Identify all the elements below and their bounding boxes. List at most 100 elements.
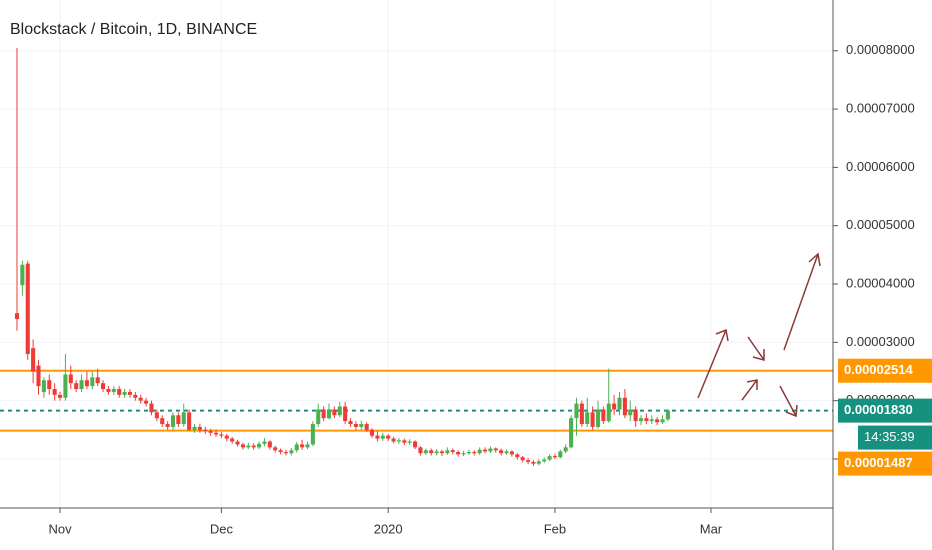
- candle-body: [439, 451, 445, 454]
- arrow: [779, 385, 798, 418]
- candle-body: [472, 452, 477, 454]
- candle-body: [74, 383, 79, 390]
- candle-body: [585, 412, 590, 425]
- chart-title: Blockstack / Bitcoin, 1D, BINANCE: [10, 21, 257, 38]
- candle-body: [127, 391, 133, 395]
- candle-body: [526, 460, 531, 462]
- candle-body: [665, 410, 670, 420]
- candle-body: [429, 450, 434, 454]
- y-tick-label: 0.00007000: [846, 101, 915, 116]
- candle-body: [536, 461, 541, 464]
- candle-body: [660, 419, 665, 423]
- candle-body: [283, 452, 289, 454]
- candle-body: [160, 418, 165, 425]
- x-tick-label: Feb: [544, 521, 566, 536]
- candle-body: [386, 435, 391, 439]
- candle-body: [644, 418, 649, 422]
- arrow: [783, 252, 821, 351]
- candle-body: [84, 380, 89, 387]
- candle-body: [418, 447, 423, 454]
- candle-body: [617, 397, 622, 410]
- y-tick-label: 0.00004000: [846, 275, 915, 290]
- candle-body: [149, 403, 154, 413]
- candle-body: [154, 412, 159, 419]
- candle-body: [267, 441, 272, 448]
- candle-body: [413, 441, 418, 448]
- candle-body: [375, 435, 380, 439]
- candle-body: [558, 451, 563, 458]
- y-tick-label: 0.00006000: [846, 159, 915, 174]
- candle-body: [117, 389, 122, 395]
- countdown: 14:35:39: [864, 429, 915, 444]
- candle-body: [90, 377, 95, 387]
- candle-body: [20, 264, 25, 286]
- candle-body: [633, 409, 638, 422]
- candle-body: [552, 456, 557, 458]
- candle-body: [434, 451, 439, 454]
- candle-body: [348, 421, 353, 425]
- candle-body: [68, 374, 73, 384]
- candle-body: [310, 424, 315, 445]
- candle-body: [579, 403, 584, 425]
- candle-body: [353, 424, 358, 427]
- candle-body: [655, 419, 660, 423]
- candle-body: [606, 403, 611, 422]
- candle-body: [595, 409, 601, 427]
- candle-body: [504, 451, 509, 454]
- candle-body: [569, 418, 574, 448]
- candle-body: [396, 440, 401, 442]
- candle-body: [391, 438, 396, 442]
- candle-body: [138, 397, 143, 401]
- candle-body: [466, 452, 471, 454]
- candle-body: [300, 444, 305, 448]
- price-label: 0.00001487: [844, 455, 913, 470]
- candle-body: [79, 380, 84, 390]
- price-label-bg: [838, 358, 932, 383]
- candle-body: [224, 435, 229, 439]
- x-tick-label: Dec: [210, 521, 234, 536]
- candle-body: [192, 426, 197, 430]
- candle-body: [187, 412, 192, 430]
- candle-body: [542, 459, 547, 462]
- candle-body: [240, 444, 245, 448]
- candle-body: [359, 424, 364, 427]
- candle-body: [488, 448, 493, 452]
- candle-body: [176, 415, 181, 425]
- candle-body: [509, 451, 514, 455]
- arrow: [697, 328, 729, 399]
- candle-body: [515, 454, 520, 458]
- x-tick-label: 2020: [374, 521, 403, 536]
- price-label: 0.00002514: [844, 362, 913, 377]
- candle-body: [203, 429, 208, 432]
- candle-body: [101, 383, 106, 390]
- candle-body: [106, 389, 111, 392]
- candle-body: [111, 389, 116, 392]
- candle-body: [144, 400, 149, 404]
- arrow: [741, 379, 758, 401]
- candle-body: [213, 432, 219, 435]
- candle-body: [305, 444, 310, 448]
- candle-body: [482, 449, 488, 452]
- candle-body: [493, 448, 498, 451]
- candle-body: [461, 453, 466, 455]
- candle-body: [316, 409, 321, 425]
- candle-body: [343, 406, 348, 422]
- y-tick-label: 0.00005000: [846, 217, 915, 232]
- candle-body: [499, 450, 504, 454]
- candle-body: [563, 447, 568, 452]
- candle-body: [601, 409, 606, 422]
- annotation-arrows: [697, 252, 821, 418]
- candle-body: [407, 441, 412, 443]
- candle-body: [477, 449, 482, 454]
- candle-body: [337, 406, 342, 416]
- candle-body: [170, 415, 176, 427]
- candle-body: [590, 412, 595, 427]
- candle-body: [321, 409, 326, 419]
- candle-body: [332, 409, 337, 416]
- candle-body: [364, 424, 369, 430]
- candle-body: [574, 403, 579, 419]
- candle-body: [36, 365, 41, 387]
- candle-body: [649, 419, 654, 422]
